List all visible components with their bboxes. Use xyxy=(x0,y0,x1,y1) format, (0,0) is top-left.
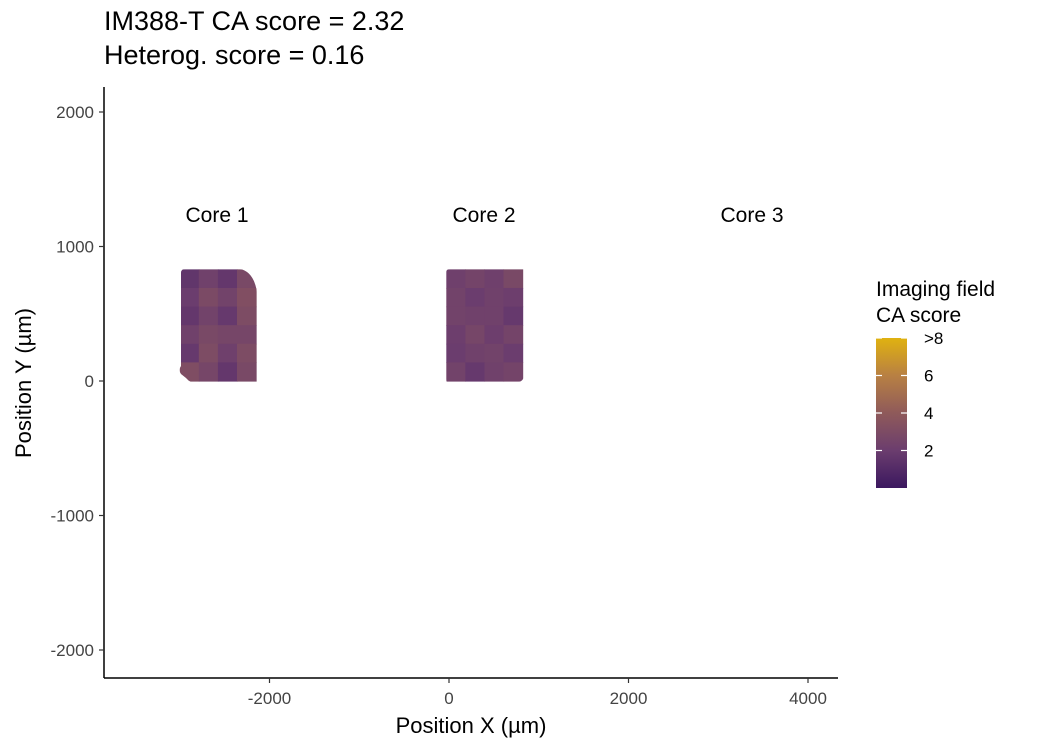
y-tick-label: 2000 xyxy=(56,103,94,122)
imaging-field-tile xyxy=(217,325,238,345)
imaging-field-tile xyxy=(236,287,257,308)
imaging-field-tile xyxy=(465,287,486,308)
core-2-fields xyxy=(446,269,524,382)
imaging-field-tile xyxy=(484,362,505,382)
imaging-field-tile xyxy=(446,306,466,326)
imaging-field-tile xyxy=(484,325,505,345)
imaging-field-tile xyxy=(503,287,524,308)
imaging-field-tile xyxy=(446,362,466,382)
x-axis-ticks: -2000 0 2000 4000 xyxy=(248,678,827,708)
imaging-field-tile xyxy=(503,362,524,382)
imaging-field-tile xyxy=(465,325,486,345)
imaging-field-tile xyxy=(446,269,466,289)
imaging-field-tile xyxy=(503,306,524,326)
y-tick-label: -2000 xyxy=(51,641,94,660)
imaging-field-tile xyxy=(446,287,466,308)
imaging-field-tile xyxy=(217,287,238,308)
chart-subtitle: Heterog. score = 0.16 xyxy=(104,40,365,70)
imaging-field-tile xyxy=(446,343,466,363)
legend-title-line-1: Imaging field xyxy=(876,278,995,301)
imaging-field-tile xyxy=(198,325,219,345)
imaging-field-tile xyxy=(484,343,505,363)
legend-tick-label: 6 xyxy=(924,367,933,386)
y-tick-label: 1000 xyxy=(56,238,94,257)
imaging-field-tile xyxy=(465,306,486,326)
imaging-field-tile xyxy=(179,269,200,289)
legend: Imaging field CA score >8 6 4 2 xyxy=(876,278,995,488)
legend-tick-label: >8 xyxy=(924,329,943,348)
x-tick-label: 0 xyxy=(444,689,453,708)
imaging-field-tile xyxy=(236,362,257,382)
imaging-field-tile xyxy=(484,269,505,289)
imaging-field-tile xyxy=(179,287,200,308)
core-1-fields xyxy=(179,269,257,382)
imaging-field-tile xyxy=(503,343,524,363)
core-label: Core 3 xyxy=(720,204,783,227)
imaging-field-tile xyxy=(236,269,257,289)
imaging-field-tile xyxy=(198,287,219,308)
y-tick-label: -1000 xyxy=(51,507,94,526)
legend-title-line-2: CA score xyxy=(876,304,961,327)
imaging-field-tile xyxy=(198,306,219,326)
imaging-field-tile xyxy=(465,343,486,363)
legend-tick-label: 2 xyxy=(924,442,933,461)
imaging-field-tile xyxy=(503,269,524,289)
imaging-field-tile xyxy=(446,325,466,345)
y-tick-label: 0 xyxy=(85,372,94,391)
imaging-field-tile xyxy=(484,306,505,326)
core-label: Core 2 xyxy=(452,204,515,227)
imaging-field-tile xyxy=(484,287,505,308)
x-tick-label: 2000 xyxy=(610,689,648,708)
x-axis-label: Position X (µm) xyxy=(396,713,547,738)
imaging-field-tile xyxy=(198,269,219,289)
imaging-field-tile xyxy=(465,269,486,289)
imaging-field-tile xyxy=(236,343,257,363)
core-label: Core 1 xyxy=(185,204,248,227)
imaging-field-tile xyxy=(198,343,219,363)
y-axis-label: Position Y (µm) xyxy=(11,308,36,458)
imaging-field-tile xyxy=(217,306,238,326)
imaging-field-tile xyxy=(179,343,200,363)
imaging-field-tile xyxy=(503,325,524,345)
x-tick-label: -2000 xyxy=(248,689,291,708)
legend-tick-label: 4 xyxy=(924,404,933,423)
legend-ticks: >8 6 4 2 xyxy=(876,329,943,461)
imaging-field-tile xyxy=(179,306,200,326)
x-tick-label: 4000 xyxy=(789,689,827,708)
imaging-field-tile xyxy=(198,362,219,382)
imaging-field-tile xyxy=(217,362,238,382)
imaging-field-tile xyxy=(179,325,200,345)
y-axis-ticks: 2000 1000 0 -1000 -2000 xyxy=(51,103,104,660)
chart-title: IM388-T CA score = 2.32 xyxy=(104,6,405,36)
imaging-field-tile xyxy=(217,343,238,363)
imaging-field-tile xyxy=(465,362,486,382)
imaging-field-tile xyxy=(217,269,238,289)
imaging-field-tile xyxy=(236,325,257,345)
imaging-field-tile xyxy=(179,362,200,382)
imaging-field-tile xyxy=(236,306,257,326)
